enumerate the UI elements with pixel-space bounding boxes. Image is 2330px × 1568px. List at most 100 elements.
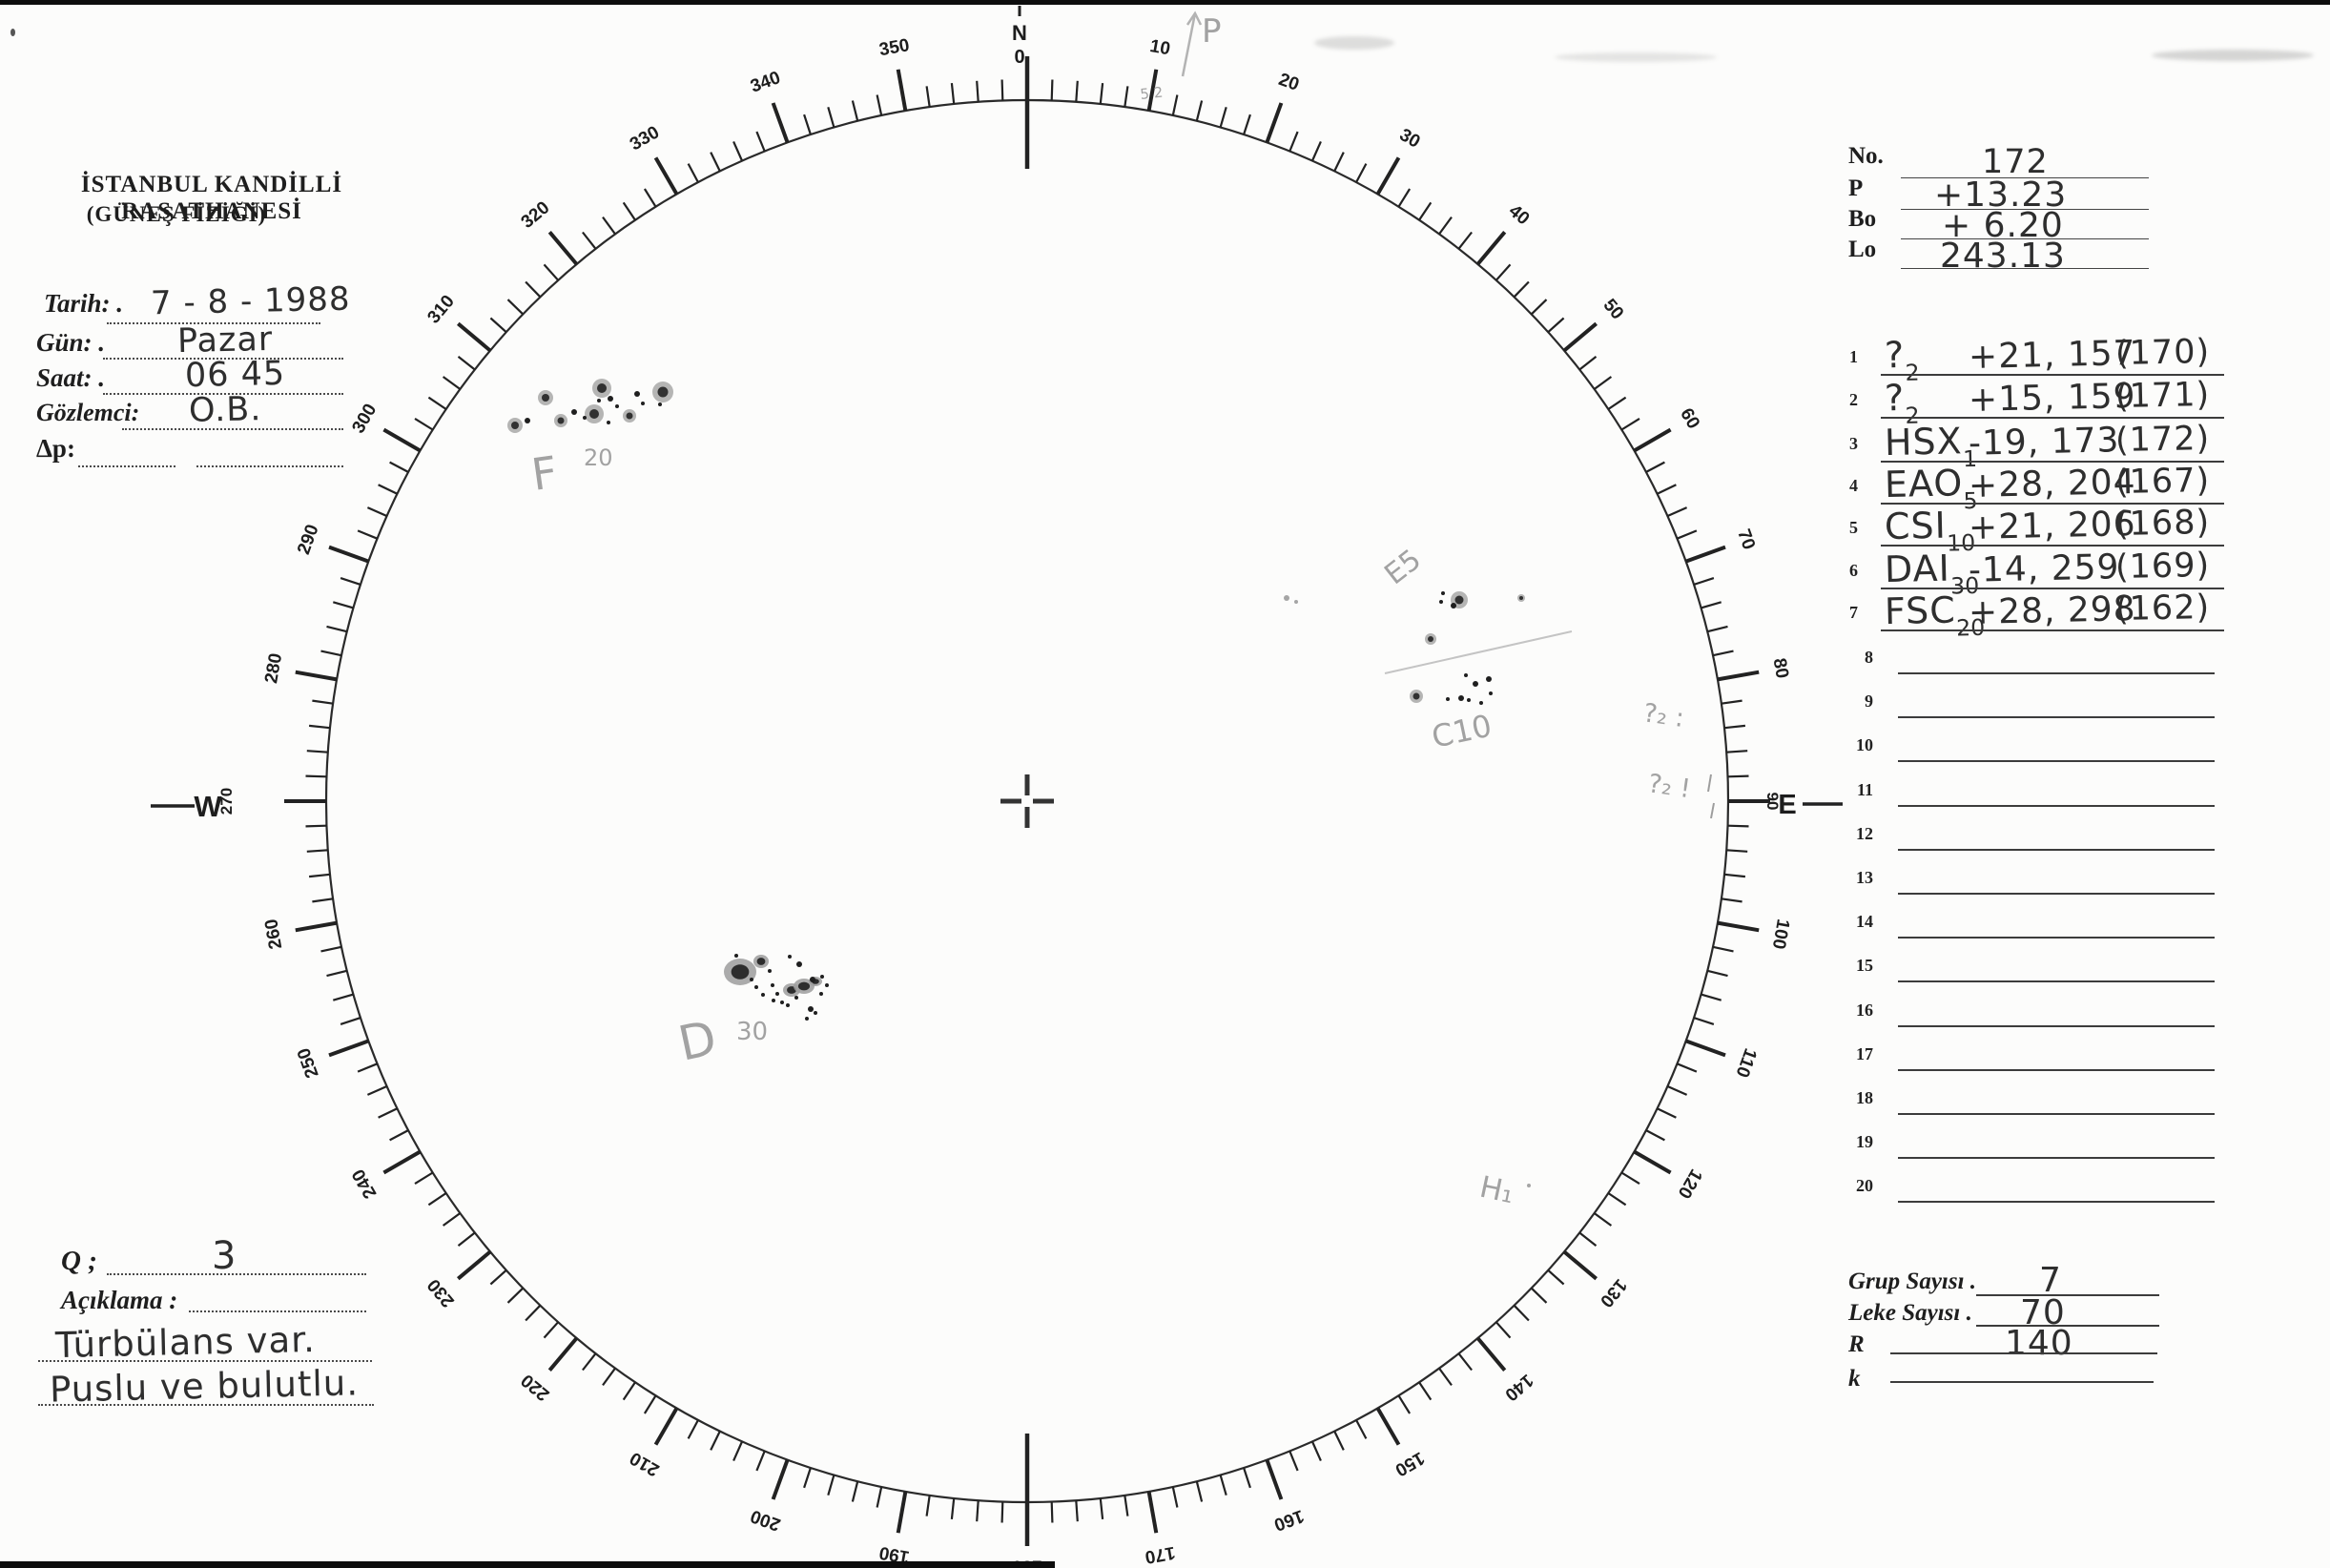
sunspot-dot xyxy=(780,1001,784,1004)
sunspot-umbra xyxy=(731,964,750,980)
degree-tick-minor xyxy=(1667,506,1688,518)
degree-tick-major xyxy=(1633,1149,1672,1175)
degree-tick-minor xyxy=(1693,577,1715,586)
degree-tick-major xyxy=(1685,1039,1726,1058)
sunspot-dot xyxy=(825,983,829,987)
ephemeris-line-no xyxy=(1901,177,2149,178)
ephemeris-line-bo xyxy=(1901,238,2149,239)
empty-row-number: 13 xyxy=(1856,868,1873,887)
group-row-line xyxy=(1881,545,2224,547)
group-row-ref: (170) xyxy=(2114,332,2211,374)
degree-tick-major xyxy=(1562,321,1598,353)
degree-tick-minor xyxy=(1438,216,1453,236)
field-line-gun xyxy=(103,358,343,360)
scan-edge-bottom xyxy=(0,1561,1055,1568)
degree-tick-minor xyxy=(305,774,327,778)
degree-tick-minor xyxy=(710,152,721,172)
degree-tick-minor xyxy=(1657,1107,1677,1119)
degree-label: 130 xyxy=(1596,1275,1630,1311)
summary-value-r: 140 xyxy=(2005,1324,2073,1363)
ephemeris-line-p xyxy=(1901,209,2149,210)
degree-tick-minor xyxy=(1050,1501,1054,1523)
field-line-delta-p-2 xyxy=(196,465,343,467)
summary-line-grup xyxy=(1976,1294,2159,1296)
scan-smudge xyxy=(2152,50,2314,61)
degree-tick-minor xyxy=(1593,376,1613,390)
sunspot-dot xyxy=(615,404,619,408)
degree-tick-minor xyxy=(1243,1467,1251,1489)
sunspot-dot xyxy=(808,1006,814,1012)
sunspot-dot xyxy=(1294,600,1298,604)
degree-label: 310 xyxy=(423,292,458,328)
degree-label: 330 xyxy=(627,122,663,155)
group-row-number: 5 xyxy=(1849,518,1858,537)
sunspot-umbra xyxy=(1428,636,1433,642)
degree-tick-minor xyxy=(506,299,525,316)
sunspot-dot xyxy=(1486,676,1492,682)
degree-tick-minor xyxy=(1397,188,1412,208)
degree-tick-major xyxy=(653,1407,679,1446)
ephemeris-label-lo: Lo xyxy=(1848,237,1877,262)
sunspot-umbra xyxy=(511,422,519,429)
degree-tick-minor xyxy=(1310,140,1322,161)
empty-row-line xyxy=(1898,1068,2215,1071)
degree-label: 240 xyxy=(348,1166,381,1202)
degree-tick-minor xyxy=(1547,317,1565,334)
degree-tick-minor xyxy=(1355,163,1368,183)
degree-tick-minor xyxy=(543,263,560,281)
group-row-number: 6 xyxy=(1849,561,1858,580)
degree-tick-minor xyxy=(308,724,331,730)
degree-tick-major xyxy=(1562,1249,1598,1281)
degree-tick-minor xyxy=(1438,1367,1453,1387)
degree-tick-minor xyxy=(1050,79,1054,101)
sunspot-dot xyxy=(1284,595,1289,601)
degree-tick-major xyxy=(771,102,790,143)
summary-value-grup: 7 xyxy=(2039,1261,2062,1300)
degree-tick-minor xyxy=(925,86,931,108)
north-label: N xyxy=(1012,21,1027,45)
sunspot-dot xyxy=(775,992,779,996)
degree-tick-minor xyxy=(1723,873,1746,878)
degree-tick-minor xyxy=(1171,94,1179,116)
degree-tick-major xyxy=(771,1459,790,1500)
ephemeris-label-no: No. xyxy=(1848,143,1884,169)
sunspot-umbra xyxy=(1412,692,1420,700)
degree-tick-minor xyxy=(1530,1287,1548,1304)
degree-label: 70 xyxy=(1733,526,1759,552)
sunspot-dot xyxy=(796,961,802,967)
empty-row-line xyxy=(1898,937,2215,939)
degree-tick-minor xyxy=(1712,945,1734,953)
sunspot-dot xyxy=(788,955,792,959)
group-row-ref: (169) xyxy=(2114,546,2211,588)
empty-row-line xyxy=(1898,760,2215,763)
sunspot-dot xyxy=(1467,698,1471,702)
group-row-coords: +28, 204 xyxy=(1968,463,2137,505)
degree-tick-minor xyxy=(950,82,956,105)
degree-label: 80 xyxy=(1769,656,1792,679)
degree-tick-minor xyxy=(332,993,354,1001)
group-row-line xyxy=(1881,503,2224,505)
sunspot-umbra xyxy=(597,383,607,393)
degree-tick-minor xyxy=(1620,1171,1640,1186)
pencil-annotation: 30 xyxy=(736,1018,768,1046)
east-degree-label: 90 xyxy=(1763,793,1782,811)
degree-tick-minor xyxy=(1727,824,1749,828)
empty-row-number: 12 xyxy=(1856,823,1873,843)
empty-row-line xyxy=(1898,1024,2215,1027)
degree-label: 290 xyxy=(294,522,323,557)
degree-tick-minor xyxy=(732,1441,744,1462)
degree-tick-minor xyxy=(525,280,542,299)
degree-tick-minor xyxy=(1706,625,1728,633)
group-row-ref: (162) xyxy=(2114,588,2211,629)
degree-tick-major xyxy=(1717,670,1760,682)
degree-tick-minor xyxy=(320,650,342,657)
empty-row-number: 11 xyxy=(1856,779,1873,799)
remarks-line-1: Türbülans var. xyxy=(54,1318,317,1367)
degree-tick-minor xyxy=(1701,993,1722,1001)
degree-tick-minor xyxy=(1310,1441,1322,1462)
scan-speck xyxy=(10,29,15,36)
group-row-ref: (168) xyxy=(2114,503,2211,545)
degree-tick-minor xyxy=(357,529,378,540)
pencil-line xyxy=(1384,630,1573,674)
degree-tick-major xyxy=(1685,545,1726,564)
